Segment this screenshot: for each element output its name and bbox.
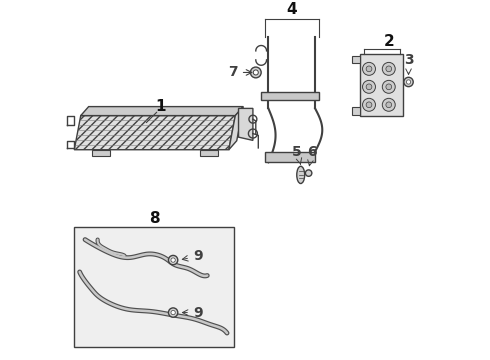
Circle shape: [406, 80, 411, 84]
Polygon shape: [81, 107, 243, 116]
Circle shape: [169, 308, 178, 317]
Bar: [92, 150, 110, 156]
Circle shape: [386, 84, 392, 90]
Bar: [352, 107, 360, 114]
Polygon shape: [239, 108, 253, 140]
Circle shape: [363, 62, 375, 75]
Circle shape: [404, 77, 413, 87]
Text: 7: 7: [228, 66, 252, 80]
Bar: [200, 150, 218, 156]
Circle shape: [171, 310, 175, 315]
Text: 6: 6: [307, 144, 317, 166]
Text: 9: 9: [182, 249, 202, 264]
Text: 4: 4: [287, 2, 297, 17]
Text: 3: 3: [404, 53, 414, 75]
Circle shape: [382, 98, 395, 111]
Polygon shape: [74, 116, 235, 150]
Circle shape: [386, 102, 392, 108]
Text: 9: 9: [182, 306, 202, 320]
Circle shape: [250, 67, 261, 78]
Text: 8: 8: [149, 211, 160, 225]
Circle shape: [382, 80, 395, 93]
Bar: [261, 91, 318, 100]
FancyBboxPatch shape: [360, 54, 403, 116]
Circle shape: [366, 102, 372, 108]
Circle shape: [305, 170, 312, 176]
Circle shape: [253, 70, 258, 75]
Text: 1: 1: [155, 99, 166, 114]
Text: 5: 5: [292, 144, 302, 164]
Bar: [74, 227, 234, 347]
Circle shape: [386, 66, 392, 72]
Circle shape: [171, 258, 175, 262]
Circle shape: [366, 66, 372, 72]
Circle shape: [363, 80, 375, 93]
Text: 2: 2: [383, 35, 394, 49]
Ellipse shape: [297, 166, 305, 184]
Circle shape: [382, 62, 395, 75]
Circle shape: [366, 84, 372, 90]
Circle shape: [169, 255, 178, 265]
Bar: [352, 55, 360, 63]
Polygon shape: [229, 107, 243, 150]
Bar: [265, 152, 315, 162]
Circle shape: [363, 98, 375, 111]
